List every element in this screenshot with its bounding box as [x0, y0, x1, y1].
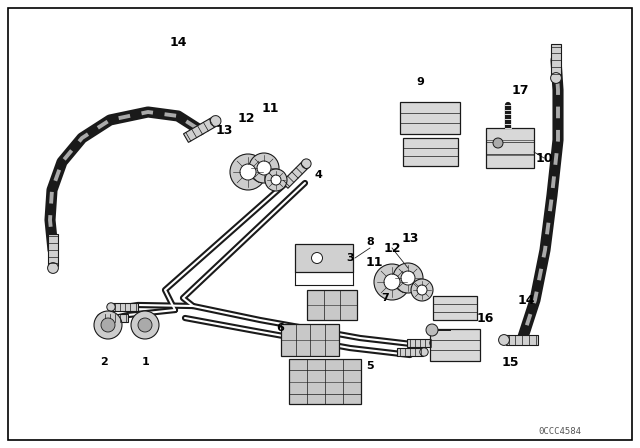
Text: 6: 6 [276, 323, 284, 333]
Circle shape [94, 311, 122, 339]
Circle shape [393, 263, 423, 293]
Text: 9: 9 [416, 77, 424, 87]
Text: 15: 15 [501, 356, 519, 369]
Circle shape [97, 314, 105, 322]
Text: 2: 2 [100, 357, 108, 367]
Circle shape [430, 339, 438, 347]
Circle shape [374, 264, 410, 300]
FancyBboxPatch shape [400, 102, 460, 134]
Circle shape [401, 271, 415, 285]
Text: 11: 11 [261, 102, 279, 115]
FancyBboxPatch shape [486, 128, 534, 168]
FancyBboxPatch shape [289, 359, 361, 405]
Text: 11: 11 [365, 255, 383, 268]
Circle shape [271, 175, 281, 185]
Text: 17: 17 [511, 83, 529, 96]
Circle shape [107, 303, 115, 311]
Text: 12: 12 [383, 241, 401, 254]
Circle shape [301, 159, 311, 168]
FancyBboxPatch shape [433, 296, 477, 320]
Circle shape [249, 153, 279, 183]
Circle shape [131, 311, 159, 339]
Circle shape [384, 274, 400, 290]
Text: 14: 14 [169, 35, 187, 48]
FancyBboxPatch shape [48, 234, 58, 266]
Circle shape [420, 348, 428, 356]
FancyBboxPatch shape [113, 303, 138, 311]
FancyBboxPatch shape [430, 329, 480, 361]
Text: 13: 13 [215, 124, 233, 137]
Text: 14: 14 [517, 293, 535, 306]
FancyBboxPatch shape [295, 244, 353, 272]
FancyBboxPatch shape [102, 314, 127, 322]
Text: 5: 5 [366, 361, 374, 371]
Circle shape [230, 154, 266, 190]
Circle shape [499, 335, 509, 345]
Circle shape [493, 138, 503, 148]
FancyBboxPatch shape [282, 162, 308, 188]
Circle shape [101, 318, 115, 332]
Text: 3: 3 [346, 253, 354, 263]
Text: 16: 16 [476, 311, 493, 324]
FancyBboxPatch shape [408, 339, 433, 347]
FancyBboxPatch shape [403, 138, 458, 166]
Text: 7: 7 [381, 293, 389, 303]
FancyBboxPatch shape [506, 335, 538, 345]
Text: 0CCC4584: 0CCC4584 [538, 427, 582, 436]
FancyBboxPatch shape [184, 118, 216, 142]
Text: 13: 13 [401, 232, 419, 245]
FancyBboxPatch shape [397, 348, 422, 356]
Circle shape [210, 116, 221, 126]
Circle shape [265, 169, 287, 191]
Text: 10: 10 [535, 151, 553, 164]
Text: 8: 8 [366, 237, 374, 247]
Text: 4: 4 [314, 170, 322, 180]
FancyBboxPatch shape [281, 324, 339, 356]
Circle shape [257, 161, 271, 175]
FancyBboxPatch shape [551, 44, 561, 76]
Circle shape [426, 324, 438, 336]
Circle shape [138, 318, 152, 332]
Circle shape [240, 164, 256, 180]
Circle shape [312, 253, 323, 263]
Text: 12: 12 [237, 112, 255, 125]
Text: 1: 1 [142, 357, 150, 367]
Circle shape [550, 73, 561, 83]
Circle shape [411, 279, 433, 301]
FancyBboxPatch shape [307, 290, 357, 320]
Circle shape [417, 285, 427, 295]
Circle shape [47, 263, 58, 273]
